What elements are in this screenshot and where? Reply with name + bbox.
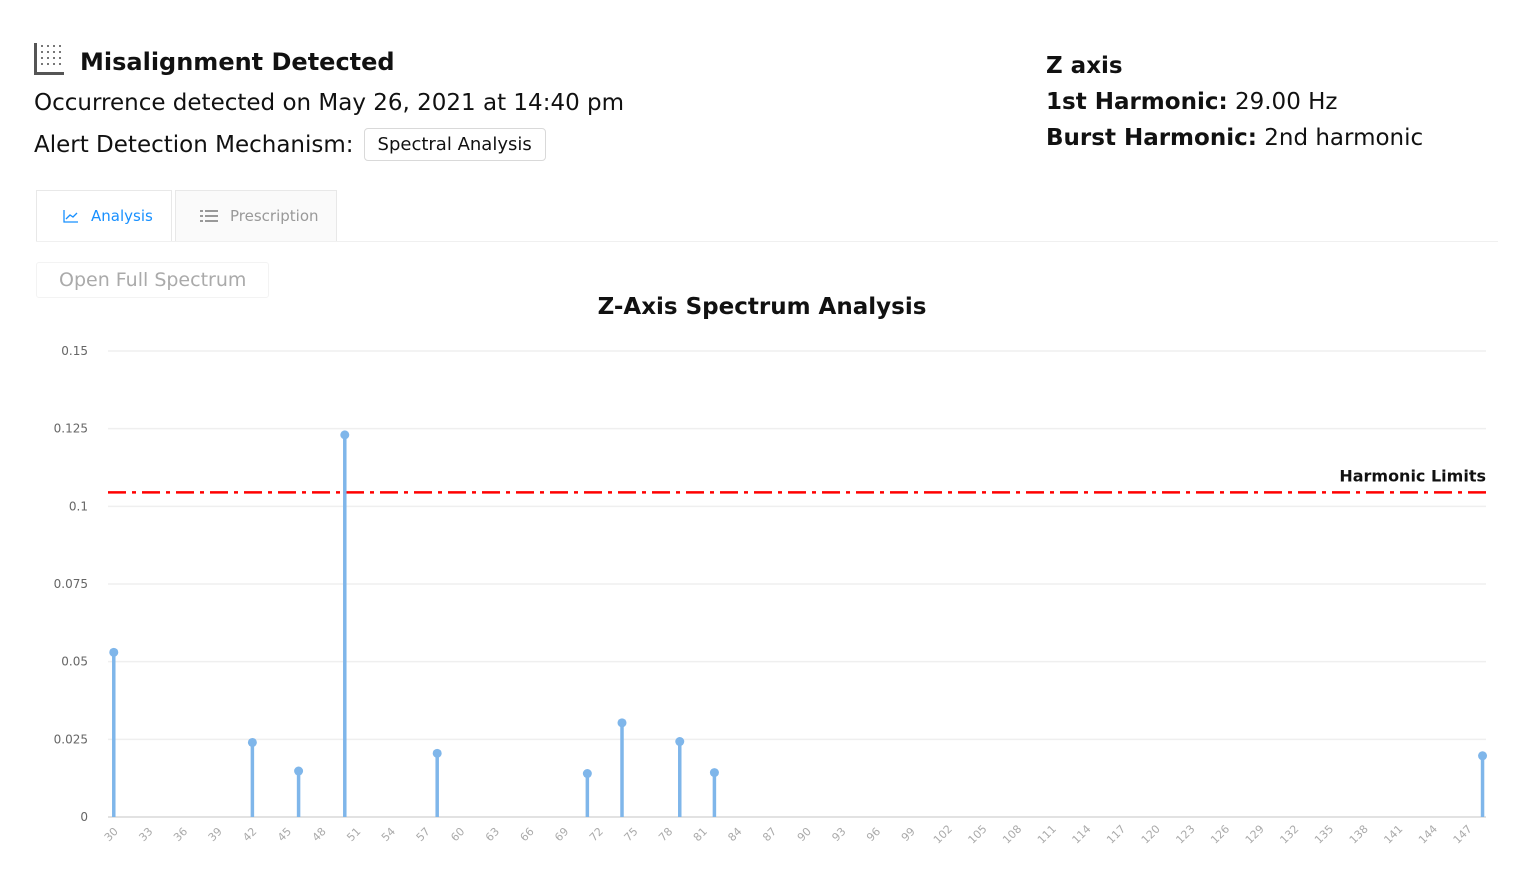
x-tick-label: 96 bbox=[864, 825, 883, 844]
x-tick-label: 45 bbox=[275, 825, 294, 844]
occurrence-text: Occurrence detected on May 26, 2021 at 1… bbox=[34, 90, 625, 116]
tab-analysis[interactable]: Analysis bbox=[36, 190, 172, 241]
grid-dots-icon bbox=[34, 43, 64, 75]
tab-prescription-label: Prescription bbox=[230, 207, 319, 225]
x-tick-label: 117 bbox=[1104, 823, 1128, 847]
x-tick-label: 102 bbox=[931, 823, 955, 847]
x-tick-label: 39 bbox=[206, 825, 225, 844]
harmonic-limit-label: Harmonic Limits bbox=[1339, 466, 1486, 485]
x-tick-label: 87 bbox=[760, 825, 779, 844]
first-harmonic-label: 1st Harmonic: bbox=[1046, 89, 1228, 115]
burst-harmonic-value: 2nd harmonic bbox=[1264, 125, 1424, 151]
chart-title: Z-Axis Spectrum Analysis bbox=[597, 294, 927, 320]
spectrum-point bbox=[432, 748, 442, 758]
x-tick-label: 114 bbox=[1070, 823, 1094, 847]
x-tick-label: 51 bbox=[344, 825, 363, 844]
x-tick-label: 63 bbox=[483, 825, 502, 844]
x-tick-label: 48 bbox=[310, 825, 329, 844]
x-tick-label: 33 bbox=[136, 825, 155, 844]
x-tick-label: 120 bbox=[1139, 823, 1163, 847]
x-tick-label: 123 bbox=[1173, 823, 1197, 847]
x-tick-label: 126 bbox=[1208, 823, 1232, 847]
spectrum-point bbox=[109, 647, 119, 657]
first-harmonic-value: 29.00 Hz bbox=[1234, 89, 1338, 115]
x-tick-label: 93 bbox=[829, 825, 848, 844]
spectrum-point bbox=[582, 769, 592, 779]
y-tick-label: 0.125 bbox=[54, 422, 88, 436]
x-tick-label: 99 bbox=[899, 825, 918, 844]
x-tick-label: 81 bbox=[691, 825, 710, 844]
tab-divider bbox=[36, 241, 1498, 242]
tab-prescription[interactable]: Prescription bbox=[175, 190, 337, 241]
x-tick-label: 111 bbox=[1035, 823, 1059, 847]
spectrum-point bbox=[247, 737, 257, 747]
x-tick-label: 138 bbox=[1347, 823, 1371, 847]
axis-info-panel: Z axis 1st Harmonic: 29.00 Hz Burst Harm… bbox=[1046, 48, 1423, 156]
mechanism-row: Alert Detection Mechanism: Spectral Anal… bbox=[34, 128, 546, 161]
spectrum-point bbox=[1478, 751, 1488, 761]
mechanism-label: Alert Detection Mechanism: bbox=[34, 131, 354, 158]
x-tick-label: 105 bbox=[966, 823, 990, 847]
spectrum-chart: 0 0.025 0.05 0.075 0.1 0.125 0.15 30 33 36 39 42 45 4… bbox=[54, 344, 1488, 847]
x-tick-label: 132 bbox=[1277, 823, 1301, 847]
mechanism-badge: Spectral Analysis bbox=[363, 128, 546, 161]
y-tick-label: 0.075 bbox=[54, 577, 88, 591]
y-tick-label: 0.025 bbox=[54, 732, 88, 746]
x-tick-label: 66 bbox=[518, 825, 537, 844]
spectrum-point bbox=[709, 768, 719, 778]
x-tick-label: 147 bbox=[1451, 823, 1475, 847]
x-tick-label: 54 bbox=[379, 825, 398, 844]
x-tick-label: 141 bbox=[1381, 823, 1405, 847]
spectrum-point bbox=[617, 718, 627, 728]
x-tick-label: 78 bbox=[656, 825, 675, 844]
x-tick-label: 36 bbox=[171, 825, 190, 844]
x-tick-label: 75 bbox=[622, 825, 641, 844]
x-tick-label: 42 bbox=[240, 825, 259, 844]
y-tick-label: 0.15 bbox=[61, 344, 88, 358]
spectrum-point bbox=[340, 430, 350, 440]
x-tick-label: 108 bbox=[1000, 823, 1024, 847]
y-tick-label: 0.1 bbox=[69, 499, 88, 513]
burst-harmonic-label: Burst Harmonic: bbox=[1046, 125, 1257, 151]
x-tick-label: 129 bbox=[1243, 823, 1267, 847]
x-tick-label: 135 bbox=[1312, 823, 1336, 847]
alert-title: Misalignment Detected bbox=[80, 48, 395, 76]
spectrum-point bbox=[675, 737, 685, 747]
y-tick-label: 0.05 bbox=[61, 655, 88, 669]
x-tick-label: 90 bbox=[795, 825, 814, 844]
x-tick-label: 69 bbox=[552, 825, 571, 844]
list-icon bbox=[200, 210, 218, 222]
x-tick-label: 84 bbox=[725, 825, 744, 844]
line-chart-icon bbox=[63, 210, 78, 223]
tab-bar: Analysis Prescription bbox=[36, 190, 337, 241]
spectrum-point bbox=[294, 766, 304, 776]
tab-analysis-label: Analysis bbox=[91, 207, 153, 225]
x-tick-label: 72 bbox=[587, 825, 606, 844]
axis-name: Z axis bbox=[1046, 53, 1123, 79]
y-tick-label: 0 bbox=[80, 810, 88, 824]
x-tick-label: 57 bbox=[414, 825, 433, 844]
open-full-spectrum-button[interactable]: Open Full Spectrum bbox=[36, 262, 270, 298]
x-tick-label: 60 bbox=[448, 825, 467, 844]
x-tick-label: 144 bbox=[1416, 823, 1440, 847]
x-tick-label: 30 bbox=[102, 825, 121, 844]
